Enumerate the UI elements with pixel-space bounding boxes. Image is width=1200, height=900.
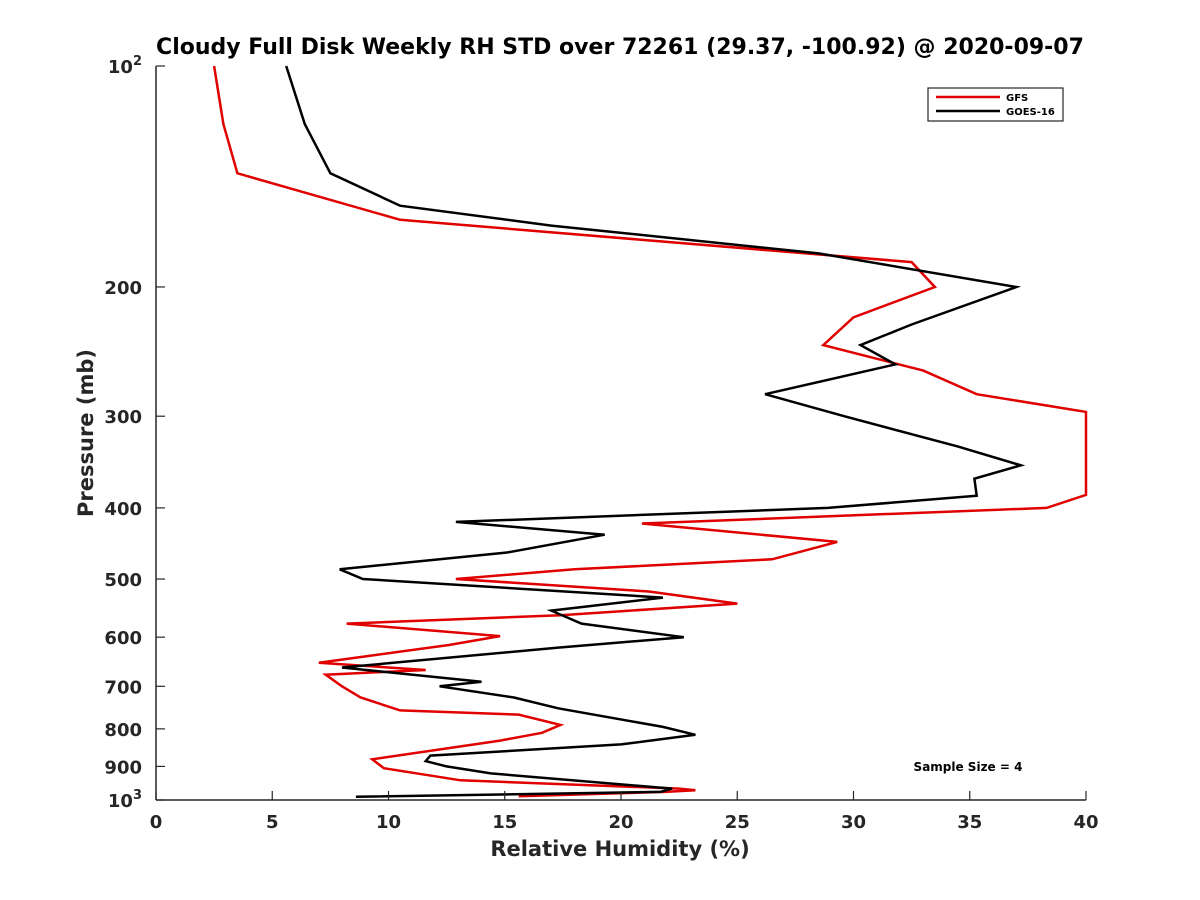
series-line-goes-16 [285,65,1026,799]
y-tick-label: 700 [104,677,142,698]
y-ticks: 102 200 300 400 500 600 700 800 900 103 [104,54,165,812]
y-tick-label: 103 [108,788,142,812]
series-layer [212,65,1088,799]
y-tick-label: 900 [104,757,142,778]
x-tick-label: 10 [376,812,401,833]
legend: GFS GOES-16 [927,87,1064,122]
legend-label-gfs: GFS [1006,93,1028,104]
x-tick-label: 30 [841,812,866,833]
sample-size-annotation: Sample Size = 4 [914,760,1023,774]
y-axis-label: Pressure (mb) [74,349,98,517]
x-ticks: 0 5 10 15 20 25 30 35 40 [150,791,1099,833]
y-tick-label: 300 [104,407,142,428]
legend-label-goes-16: GOES-16 [1006,107,1055,118]
x-tick-label: 15 [492,812,517,833]
y-tick-label: 400 [104,499,142,520]
x-tick-label: 5 [266,812,279,833]
x-tick-label: 0 [150,812,163,833]
plot-area: 0 5 10 15 20 25 30 35 40 102 200 300 400 500 600 700 80… [104,54,1098,833]
y-tick-label: 500 [104,570,142,591]
x-tick-label: 35 [957,812,982,833]
x-tick-label: 20 [608,812,633,833]
y-tick-label: 800 [104,720,142,741]
y-tick-label: 600 [104,628,142,649]
y-tick-label: 200 [104,278,142,299]
legend-box [927,87,1064,122]
x-axis-label: Relative Humidity (%) [490,837,749,861]
x-tick-label: 40 [1073,812,1098,833]
y-tick-label: 102 [108,54,142,78]
chart-title: Cloudy Full Disk Weekly RH STD over 7226… [156,35,1084,60]
x-tick-label: 25 [725,812,750,833]
